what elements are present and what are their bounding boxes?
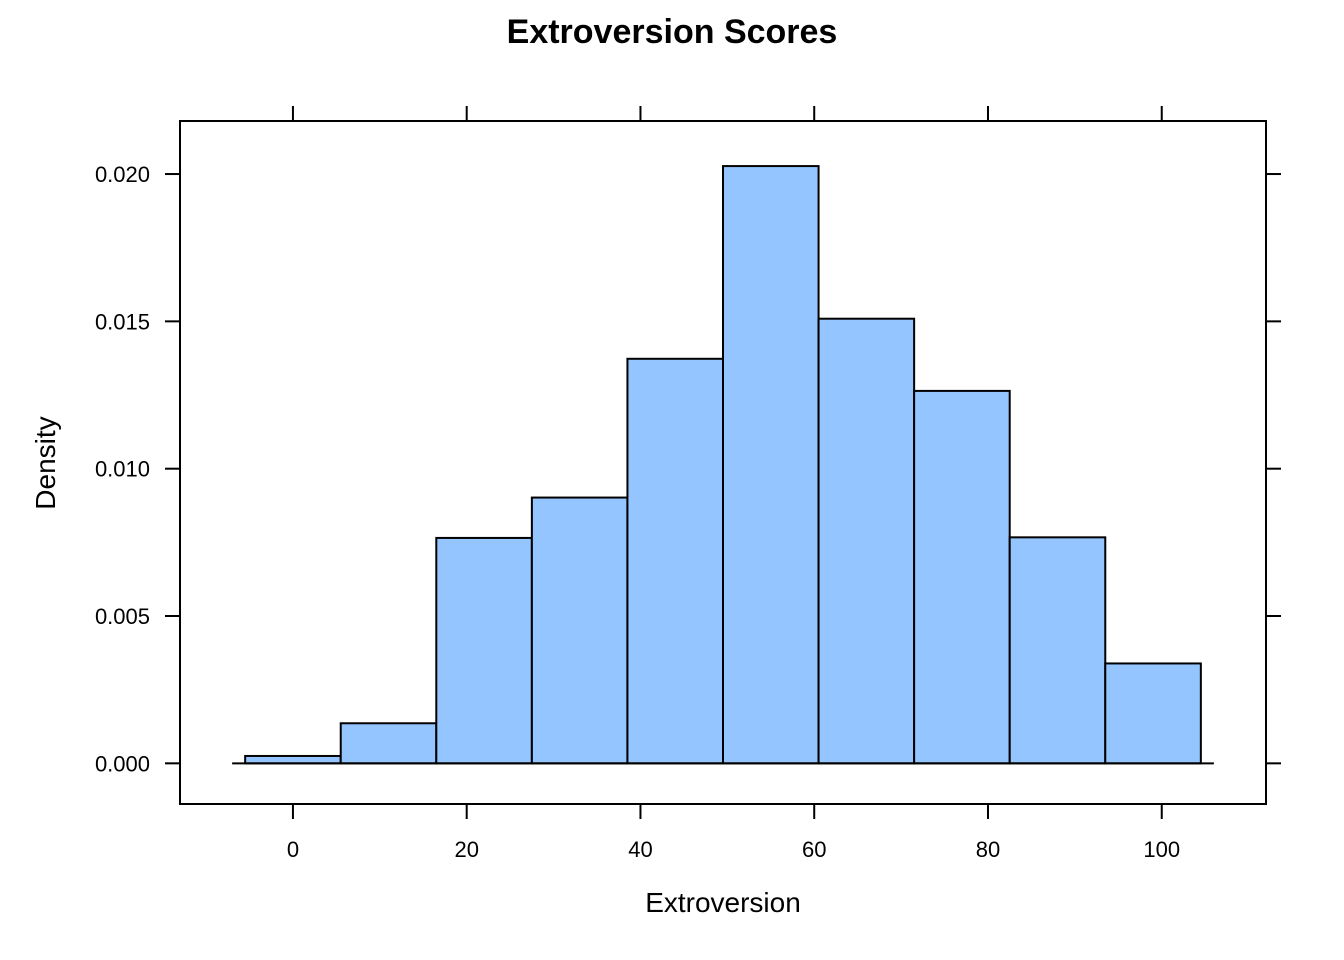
y-tick-label: 0.010 (95, 457, 150, 482)
x-tick-label: 0 (287, 837, 299, 862)
chart-title: Extroversion Scores (507, 13, 838, 51)
y-tick-label: 0.020 (95, 162, 150, 187)
histogram-bar (1008, 536, 1107, 765)
histogram-bar (530, 496, 629, 765)
histogram-bar (1104, 662, 1202, 765)
x-axis-label: Extroversion (645, 887, 801, 918)
y-axis-label: Density (30, 416, 61, 509)
plot-frame (179, 120, 1267, 805)
y-tick-label: 0.005 (95, 604, 150, 629)
x-tick-label: 20 (454, 837, 478, 862)
y-tick-label: 0.000 (95, 751, 150, 776)
x-tick-label: 40 (628, 837, 652, 862)
y-tick-label: 0.015 (95, 309, 150, 334)
histogram-bar (244, 754, 342, 765)
histogram-bar (913, 389, 1011, 765)
y-axis-ticks: 0.000 0.005 0.010 0.015 0.020 (95, 162, 1281, 776)
histogram-bar (722, 165, 820, 765)
histogram-bar (626, 357, 725, 765)
x-tick-label: 80 (976, 837, 1000, 862)
histogram-bar (817, 317, 916, 765)
x-tick-label: 60 (802, 837, 826, 862)
histogram-bars (244, 165, 1202, 765)
histogram-bar (339, 722, 438, 765)
x-tick-label: 100 (1143, 837, 1180, 862)
histogram-bar (435, 536, 533, 765)
x-axis-ticks: 0 20 40 60 80 100 (287, 106, 1180, 862)
